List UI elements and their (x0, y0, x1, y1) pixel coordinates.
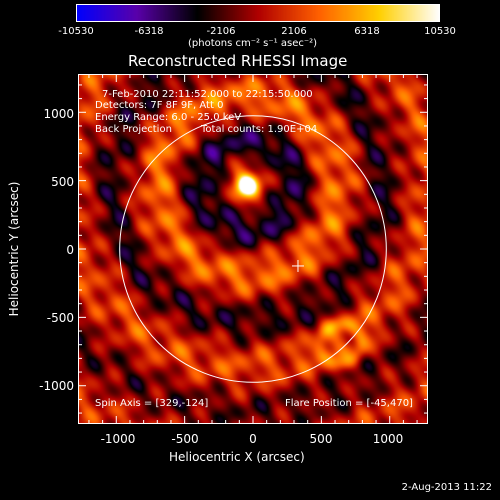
solar-limb-circle (119, 115, 387, 383)
y-tick-label: 0 (66, 243, 74, 257)
colorbar-tick-label: 10530 (424, 26, 456, 37)
x-tick-label: 0 (249, 432, 257, 446)
detectors-label: Detectors: 7F 8F 9F, Att 0 (95, 100, 224, 111)
colorbar-tick-label: -6318 (134, 26, 164, 37)
x-tick-label: 1000 (372, 432, 404, 446)
colorbar-tick-label: -2106 (206, 26, 236, 37)
y-tick-label: -1000 (39, 379, 74, 393)
energy-range-label: Energy Range: 6.0 - 25.0 keV (95, 112, 242, 123)
colorbar-units: (photons cm⁻² s⁻¹ asec⁻²) (188, 38, 318, 49)
colorbar-tick-label: -10530 (58, 26, 94, 37)
colorbar (76, 4, 440, 22)
y-tick-label: 500 (51, 175, 74, 189)
y-axis-label: Heliocentric Y (arcsec) (7, 181, 21, 317)
total-counts-label: Total counts: 1.90E+04 (201, 124, 318, 135)
colorbar-tick-label: 2106 (281, 26, 307, 37)
time-range-label: 7-Feb-2010 22:11:52.000 to 22:15:50.000 (102, 89, 313, 100)
x-tick-label: -1000 (100, 432, 136, 446)
colorbar-tick-label: 6318 (354, 26, 380, 37)
spin-axis-marker (291, 259, 304, 272)
image-title: Reconstructed RHESSI Image (128, 52, 348, 70)
rhessi-image (78, 74, 428, 424)
footer-date: 2-Aug-2013 11:22 (401, 482, 492, 493)
flare-position-label: Flare Position = [-45,470] (285, 398, 413, 409)
y-tick-label: -500 (46, 311, 74, 325)
colorbar-frame (76, 4, 440, 22)
method-label: Back Projection (95, 124, 172, 135)
spin-axis-label: Spin Axis = [329,-124] (95, 398, 209, 409)
x-axis-label: Heliocentric X (arcsec) (169, 450, 305, 464)
y-tick-label: 1000 (43, 107, 74, 121)
x-tick-label: -500 (171, 432, 199, 446)
x-tick-label: 500 (309, 432, 333, 446)
